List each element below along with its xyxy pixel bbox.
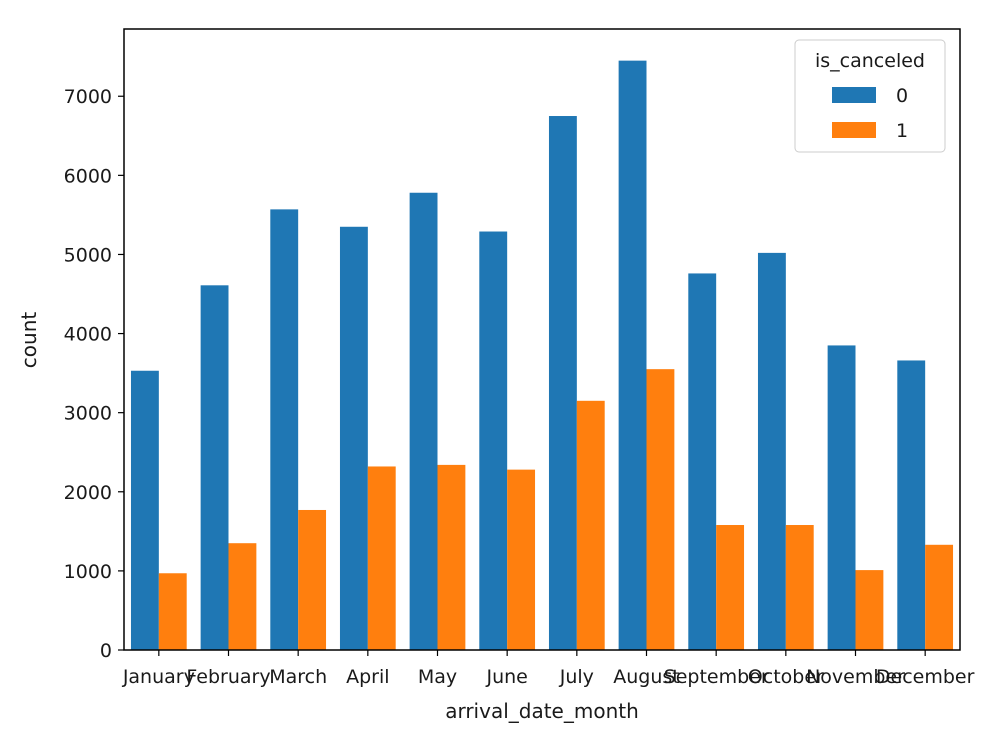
bar-july-series-1 xyxy=(576,400,605,650)
bar-march-series-0 xyxy=(270,209,299,650)
legend: is_canceled 0 1 xyxy=(794,39,946,153)
bar-may-series-1 xyxy=(437,464,466,650)
legend-title: is_canceled xyxy=(815,50,925,72)
y-tick-label: 7000 xyxy=(64,86,112,108)
bar-october-series-0 xyxy=(757,252,786,650)
plot-frame xyxy=(123,28,961,651)
y-axis-ticks: 0 1000 2000 3000 4000 5000 6000 7000 xyxy=(64,86,124,662)
bar-january-series-1 xyxy=(158,573,187,650)
y-axis-label: count xyxy=(17,312,41,369)
bar-april-series-1 xyxy=(367,466,396,650)
bar-august-series-1 xyxy=(646,369,675,650)
bars-group xyxy=(130,60,954,650)
x-tick-label-november: November xyxy=(806,666,905,688)
bar-july-series-0 xyxy=(548,116,577,650)
bar-january-series-0 xyxy=(130,370,159,650)
bar-november-series-0 xyxy=(827,345,856,650)
bar-september-series-0 xyxy=(688,273,717,650)
y-tick-label: 4000 xyxy=(64,324,112,346)
bar-december-series-1 xyxy=(925,544,954,650)
bar-april-series-0 xyxy=(339,226,368,650)
bar-february-series-1 xyxy=(228,543,257,650)
x-tick-label-february: February xyxy=(186,666,270,688)
y-tick-label: 1000 xyxy=(64,561,112,583)
bar-march-series-1 xyxy=(298,509,327,650)
y-tick-label: 6000 xyxy=(64,165,112,187)
bar-september-series-1 xyxy=(716,525,745,650)
y-tick-label: 2000 xyxy=(64,482,112,504)
y-tick-label: 5000 xyxy=(64,244,112,266)
x-tick-label-september: September xyxy=(664,666,769,688)
legend-label-series-0: 0 xyxy=(896,85,908,107)
bar-december-series-0 xyxy=(897,360,926,650)
bar-august-series-0 xyxy=(618,60,647,650)
legend-label-series-1: 1 xyxy=(896,120,908,142)
x-tick-label-may: May xyxy=(418,666,457,688)
bar-february-series-0 xyxy=(200,285,229,650)
x-tick-label-august: August xyxy=(613,666,680,688)
x-tick-label-july: July xyxy=(559,666,594,688)
bar-november-series-1 xyxy=(855,570,884,650)
x-tick-label-march: March xyxy=(269,666,327,688)
x-tick-label-december: December xyxy=(876,666,975,688)
bar-may-series-0 xyxy=(409,192,438,650)
y-tick-label: 0 xyxy=(100,640,112,662)
legend-swatch-series-1 xyxy=(832,122,876,138)
y-tick-label: 3000 xyxy=(64,403,112,425)
bar-june-series-0 xyxy=(479,231,508,650)
bar-june-series-1 xyxy=(507,469,536,650)
x-tick-label-june: June xyxy=(485,666,527,688)
x-tick-label-january: January xyxy=(122,666,195,688)
x-tick-label-april: April xyxy=(346,666,389,688)
x-axis-label: arrival_date_month xyxy=(445,699,639,723)
bar-october-series-1 xyxy=(785,525,814,650)
x-tick-label-october: October xyxy=(748,666,824,688)
legend-swatch-series-0 xyxy=(832,87,876,103)
